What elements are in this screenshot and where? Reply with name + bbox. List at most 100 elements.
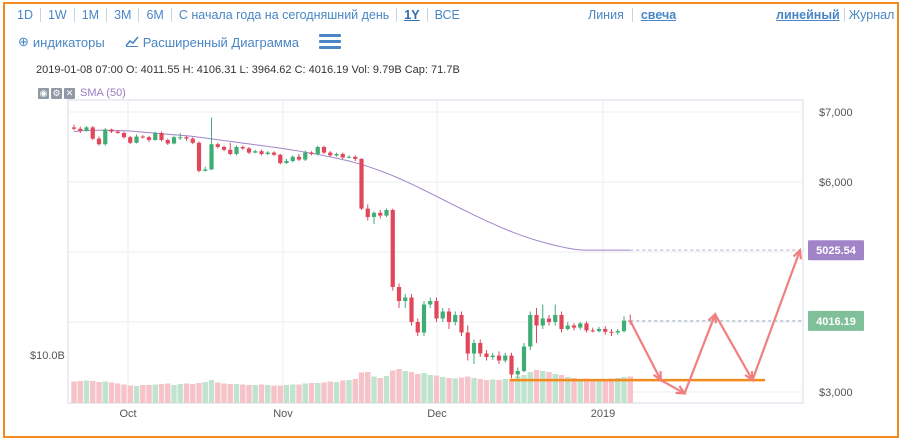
candle-body (259, 151, 264, 154)
volume-bar (358, 372, 365, 403)
range-button-7[interactable]: ВСЕ (434, 8, 460, 22)
candle-body (253, 151, 258, 153)
volume-bar (240, 384, 246, 403)
volume-bar (446, 378, 452, 403)
candle-body (221, 147, 227, 150)
candle-body (521, 346, 527, 371)
candle-body (384, 210, 389, 216)
candle-body (459, 315, 464, 333)
candle-body (528, 315, 533, 347)
range-button-3[interactable]: 3M (114, 8, 132, 22)
linear-scale-link[interactable]: линейный (776, 8, 840, 22)
candle-type-link[interactable]: свеча (640, 8, 677, 22)
volume-bar (102, 381, 108, 403)
candle-body (340, 154, 345, 158)
candle-body (390, 210, 395, 287)
volume-bar (308, 383, 315, 403)
divider (170, 8, 172, 22)
candle-body (415, 322, 420, 333)
volume-bar (533, 370, 540, 403)
candle-body (71, 127, 77, 129)
forecast-arrow (683, 313, 717, 394)
indicators-button[interactable]: ⊕ индикаторы (18, 34, 105, 50)
y-tick-label: $7,000 (819, 107, 853, 119)
high-label: H: (182, 64, 194, 76)
range-button-4[interactable]: 6M (146, 8, 164, 22)
log-scale-link[interactable]: Журнал (848, 8, 895, 22)
advanced-chart-button[interactable]: Расширенный Диаграмма (125, 35, 299, 50)
range-button-5[interactable]: С начала года на сегодняшний день (178, 8, 390, 22)
candle-body (153, 133, 158, 140)
range-button-1[interactable]: 1W (47, 8, 67, 22)
candle-body (509, 355, 514, 375)
range-button-0[interactable]: 1D (17, 8, 33, 22)
range-button-6[interactable]: 1Y (404, 8, 420, 22)
volume-bar (552, 374, 558, 403)
candle-body (321, 147, 327, 153)
volume-bar (483, 380, 490, 403)
candle-body (503, 355, 508, 361)
candle-body (559, 315, 564, 329)
candle-body (140, 136, 145, 138)
volume-bar (508, 378, 515, 403)
candle-body (334, 154, 339, 156)
menu-icon[interactable] (319, 34, 342, 50)
candle-body (534, 315, 539, 326)
volume-bar (183, 383, 190, 403)
candle-body (278, 154, 283, 164)
close-icon[interactable]: ✕ (64, 87, 75, 99)
forecast-arrow (751, 249, 802, 381)
volume-bar (133, 386, 140, 403)
x-tick-label: Oct (119, 408, 136, 420)
range-button-2[interactable]: 1M (81, 8, 100, 22)
range-toolbar: 1D 1W 1M 3M 6M С начала года на сегодняшний д… (10, 6, 467, 24)
candle-body (84, 127, 89, 131)
candle-body (78, 128, 83, 131)
divider (396, 8, 398, 22)
volume-scale-label: $10.0B (30, 350, 65, 362)
candle-body (209, 144, 214, 170)
volume-bar (396, 369, 402, 403)
candle-body (203, 169, 208, 171)
line-type-link[interactable]: Линия (588, 8, 624, 22)
volume-bar (465, 376, 471, 403)
volume-bar (327, 381, 333, 403)
candle-body (440, 311, 445, 319)
candle-body (603, 329, 608, 332)
volume-bar (502, 379, 508, 403)
volume-bar (233, 384, 240, 403)
candle-body (409, 297, 414, 322)
open-label: O: (125, 64, 138, 76)
volume-bar (171, 385, 177, 403)
volume-bar (283, 385, 290, 403)
volume-bar (252, 385, 258, 403)
volume-bar (190, 384, 196, 403)
candle-body (90, 127, 95, 139)
volume-bar (202, 382, 208, 403)
volume-bar (527, 372, 533, 403)
candle-body (234, 147, 239, 154)
volume-bar (421, 373, 427, 403)
candle-body (553, 315, 558, 322)
candle-body (571, 325, 577, 328)
volume-bar (521, 375, 527, 403)
volume-bar (140, 385, 146, 403)
ohlc-legend: 2019-01-08 07:00 O: 4011.55 H: 4106.31 L… (36, 64, 460, 76)
gear-icon[interactable]: ⚙ (51, 87, 62, 99)
candle-body (365, 208, 370, 217)
volume-bar (615, 378, 621, 403)
trend-chart-icon (125, 35, 139, 50)
sma-line (73, 129, 631, 251)
candle-body (353, 156, 358, 159)
volume-bar (440, 377, 446, 403)
volume-bar (558, 375, 565, 403)
candle-body (615, 331, 620, 333)
volume-bar (315, 383, 321, 403)
x-tick-label: Nov (273, 408, 293, 420)
indicators-label: индикаторы (32, 34, 105, 50)
candle-body (496, 355, 502, 361)
open-value: 4011.55 (140, 64, 180, 76)
eye-icon[interactable]: ◉ (38, 87, 49, 99)
candle-body (315, 147, 320, 154)
